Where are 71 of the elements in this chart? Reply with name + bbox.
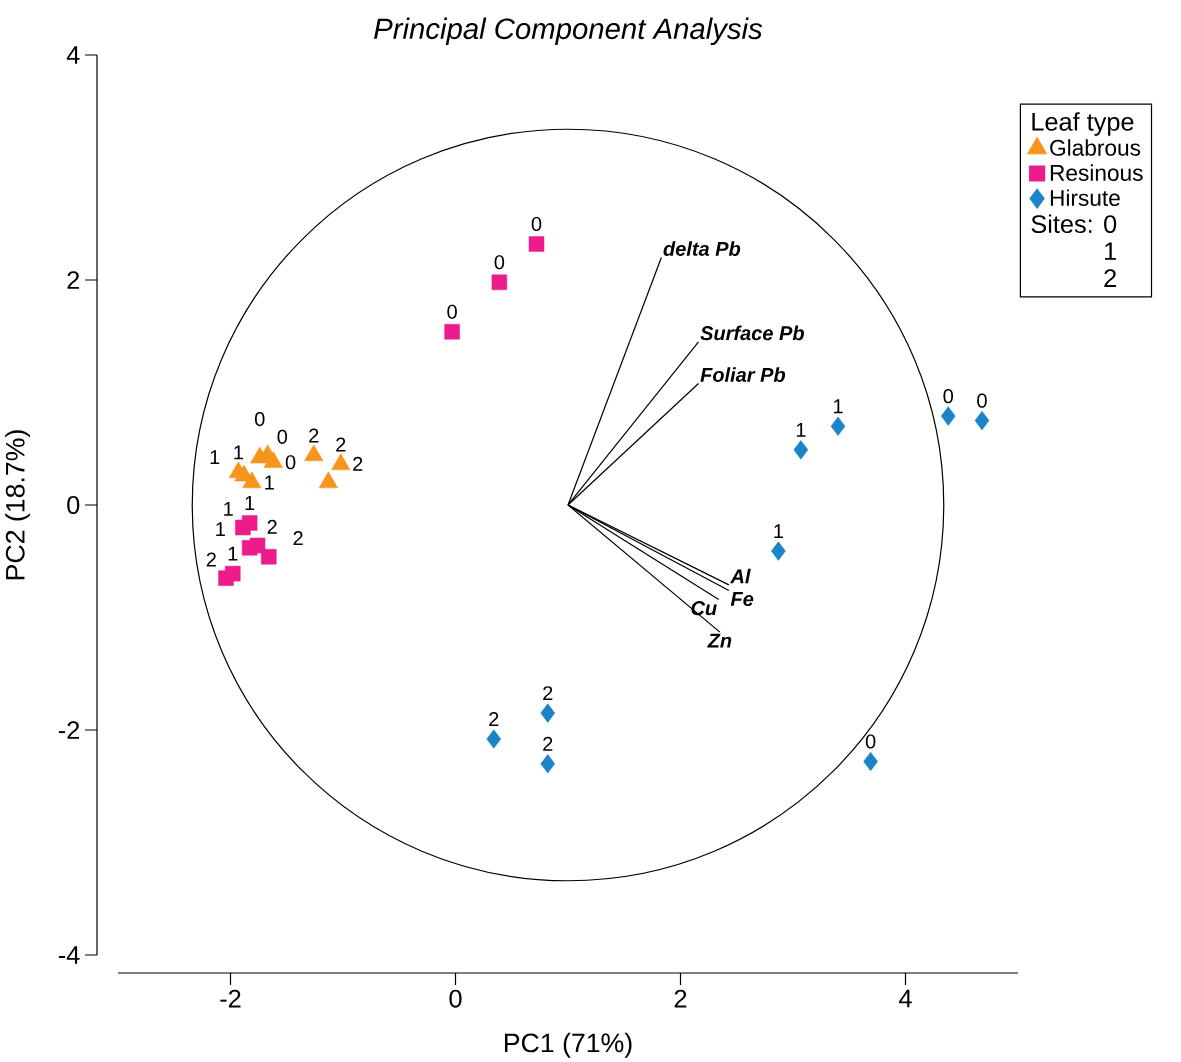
point xyxy=(771,541,786,561)
legend-label: Resinous xyxy=(1050,164,1143,181)
annotation: 2 xyxy=(336,437,346,452)
series-label: Cu xyxy=(691,601,717,616)
series-label: delta Pb xyxy=(663,241,741,256)
annotation: 0 xyxy=(531,216,542,232)
series-label: Al xyxy=(730,568,751,584)
point xyxy=(261,548,277,565)
annotation: 2 xyxy=(309,428,319,443)
text: 2 xyxy=(1104,269,1116,287)
annotation: 2 xyxy=(543,686,553,701)
annotation: 1 xyxy=(796,422,806,437)
x-axis-title: PC1 (71%) xyxy=(504,1032,632,1058)
y-tick-label: 0 xyxy=(67,496,80,514)
series-label: Surface Pb xyxy=(700,325,804,341)
annotation: 0 xyxy=(277,429,288,444)
annotation: 2 xyxy=(543,736,553,751)
point xyxy=(241,515,258,531)
annotation: 0 xyxy=(943,389,954,404)
chart-title: Principal Component Analysis xyxy=(374,17,763,45)
annotation: 1 xyxy=(265,475,274,490)
y-tick-label: 2 xyxy=(67,271,80,289)
legend-title: Leaf type xyxy=(1032,112,1134,136)
annotation: 2 xyxy=(206,552,216,567)
point xyxy=(225,565,241,582)
point xyxy=(974,410,990,431)
annotation: 1 xyxy=(833,399,843,414)
annotation: 2 xyxy=(353,456,363,471)
y-tick-label: -4 xyxy=(58,946,80,964)
point xyxy=(540,754,556,774)
x-tick-label: 2 xyxy=(674,989,687,1008)
text: 0 xyxy=(1104,215,1117,234)
point xyxy=(249,537,266,554)
annotation: 0 xyxy=(447,304,457,319)
annotation: 1 xyxy=(245,496,255,510)
point xyxy=(863,751,878,772)
point xyxy=(491,274,508,290)
legend-label: Glabrous xyxy=(1050,139,1141,156)
point xyxy=(830,416,846,436)
point xyxy=(528,236,545,252)
y-tick-label: -2 xyxy=(58,721,80,739)
series-label: Zn xyxy=(707,633,732,648)
annotation: 1 xyxy=(234,445,243,460)
series-label: Foliar Pb xyxy=(700,367,786,382)
y-axis-title: PC2 (18.7%) xyxy=(5,430,30,580)
point xyxy=(444,323,460,340)
annotation: 0 xyxy=(494,255,505,270)
y-tick-label: 4 xyxy=(66,46,80,64)
annotation: 0 xyxy=(977,393,987,408)
point xyxy=(486,729,502,749)
annotation: 1 xyxy=(228,546,238,561)
annotation: 1 xyxy=(210,450,220,464)
annotation: 2 xyxy=(267,519,277,534)
annotation: 1 xyxy=(224,501,233,516)
point xyxy=(793,440,809,460)
x-tick-label: -2 xyxy=(220,989,241,1008)
annotation: 1 xyxy=(774,524,783,538)
x-tick-label: 0 xyxy=(449,989,462,1008)
legend-label: Hirsute xyxy=(1050,189,1120,207)
annotation: 0 xyxy=(285,455,296,470)
x-tick-label: 4 xyxy=(899,989,912,1008)
annotation: 2 xyxy=(293,531,303,546)
text: Sites: xyxy=(1031,214,1092,234)
text: 1 xyxy=(1105,242,1116,260)
annotation: 1 xyxy=(216,522,225,536)
point xyxy=(940,406,956,426)
annotation: 0 xyxy=(254,411,265,427)
annotation: 2 xyxy=(489,711,499,726)
annotation: 0 xyxy=(865,734,876,749)
point xyxy=(540,703,556,723)
series-label: Fe xyxy=(730,592,754,607)
